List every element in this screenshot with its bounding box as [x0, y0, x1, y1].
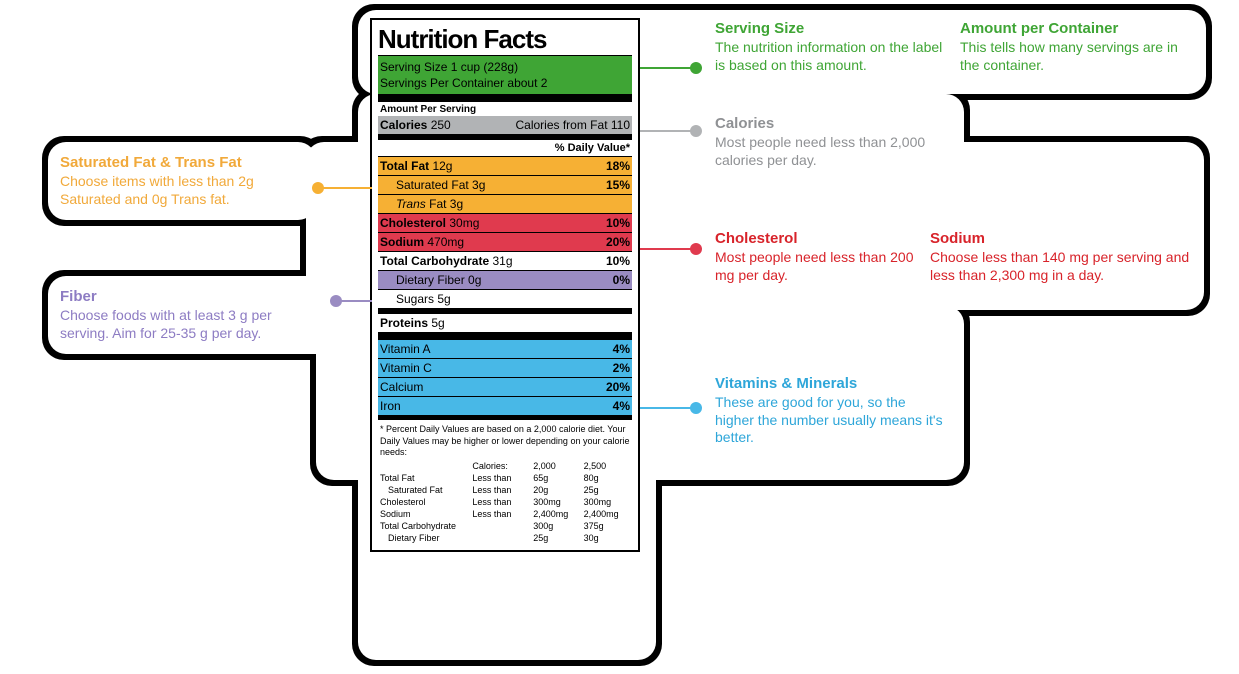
total-fat-row: Total Fat 12g 18%	[378, 157, 632, 176]
callout-body: This tells how many servings are in the …	[960, 39, 1190, 74]
vitamin-row: Vitamin A4%	[378, 340, 632, 359]
protein-row: Proteins 5g	[378, 314, 632, 332]
footnote-text: * Percent Daily Values are based on a 2,…	[378, 420, 632, 460]
callout-title: Serving Size	[715, 20, 945, 37]
label-title: Nutrition Facts	[378, 24, 632, 56]
callout-fiber: Fiber Choose foods with at least 3 g per …	[60, 288, 320, 342]
cholesterol-row: Cholesterol 30mg 10%	[378, 214, 632, 233]
connector-line	[640, 248, 695, 250]
connector-dot	[690, 402, 702, 414]
callout-chol: Cholesterol Most people need less than 20…	[715, 230, 915, 284]
trans-fat-row: Trans Fat 3g	[378, 195, 632, 214]
vitamin-row: Iron4%	[378, 397, 632, 415]
servings-per-container: Servings Per Container about 2	[380, 75, 630, 91]
callout-amount: Amount per Container This tells how many …	[960, 20, 1190, 74]
connector-dot	[330, 295, 342, 307]
callout-sodium: Sodium Choose less than 140 mg per servin…	[930, 230, 1190, 284]
vitamin-row: Vitamin C2%	[378, 359, 632, 378]
sodium-row: Sodium 470mg 20%	[378, 233, 632, 252]
callout-vitamins: Vitamins & Minerals These are good for yo…	[715, 375, 945, 447]
connector-line	[640, 67, 695, 69]
connector-line	[640, 407, 695, 409]
connector-line	[320, 187, 372, 189]
nutrition-label: Nutrition Facts Serving Size 1 cup (228g…	[370, 18, 640, 552]
callout-body: These are good for you, so the higher th…	[715, 394, 945, 447]
callout-calories: Calories Most people need less than 2,000…	[715, 115, 945, 169]
connector-dot	[690, 125, 702, 137]
callout-serving: Serving Size The nutrition information on…	[715, 20, 945, 74]
callout-satfat: Saturated Fat & Trans Fat Choose items wi…	[60, 154, 305, 208]
callout-title: Saturated Fat & Trans Fat	[60, 154, 305, 171]
serving-size: Serving Size 1 cup (228g)	[380, 59, 630, 75]
sugars-row: Sugars 5g	[378, 290, 632, 309]
callout-body: Choose less than 140 mg per serving and …	[930, 249, 1190, 284]
callout-title: Sodium	[930, 230, 1190, 247]
callout-body: Most people need less than 2,000 calorie…	[715, 134, 945, 169]
callout-body: Choose foods with at least 3 g per servi…	[60, 307, 320, 342]
amount-per-serving: Amount Per Serving	[378, 102, 632, 116]
callout-title: Cholesterol	[715, 230, 915, 247]
connector-line	[338, 300, 372, 302]
connector-line	[640, 130, 695, 132]
callout-title: Vitamins & Minerals	[715, 375, 945, 392]
callout-title: Amount per Container	[960, 20, 1190, 37]
callout-title: Fiber	[60, 288, 320, 305]
callout-body: The nutrition information on the label i…	[715, 39, 945, 74]
calories-from-fat: Calories from Fat 110	[516, 118, 631, 132]
fiber-row: Dietary Fiber 0g 0%	[378, 271, 632, 290]
calories-row: Calories 250 Calories from Fat 110	[378, 116, 632, 135]
total-carb-row: Total Carbohydrate 31g 10%	[378, 252, 632, 271]
callout-body: Most people need less than 200 mg per da…	[715, 249, 915, 284]
connector-dot	[690, 243, 702, 255]
daily-value-header: % Daily Value*	[378, 140, 632, 157]
connector-dot	[312, 182, 324, 194]
callout-title: Calories	[715, 115, 945, 132]
callout-body: Choose items with less than 2g Saturated…	[60, 173, 305, 208]
serving-block: Serving Size 1 cup (228g) Servings Per C…	[378, 56, 632, 94]
saturated-fat-row: Saturated Fat 3g 15%	[378, 176, 632, 195]
vitamin-row: Calcium20%	[378, 378, 632, 397]
footnote-table: Calories:2,0002,500Total FatLess than65g…	[378, 460, 632, 544]
connector-dot	[690, 62, 702, 74]
